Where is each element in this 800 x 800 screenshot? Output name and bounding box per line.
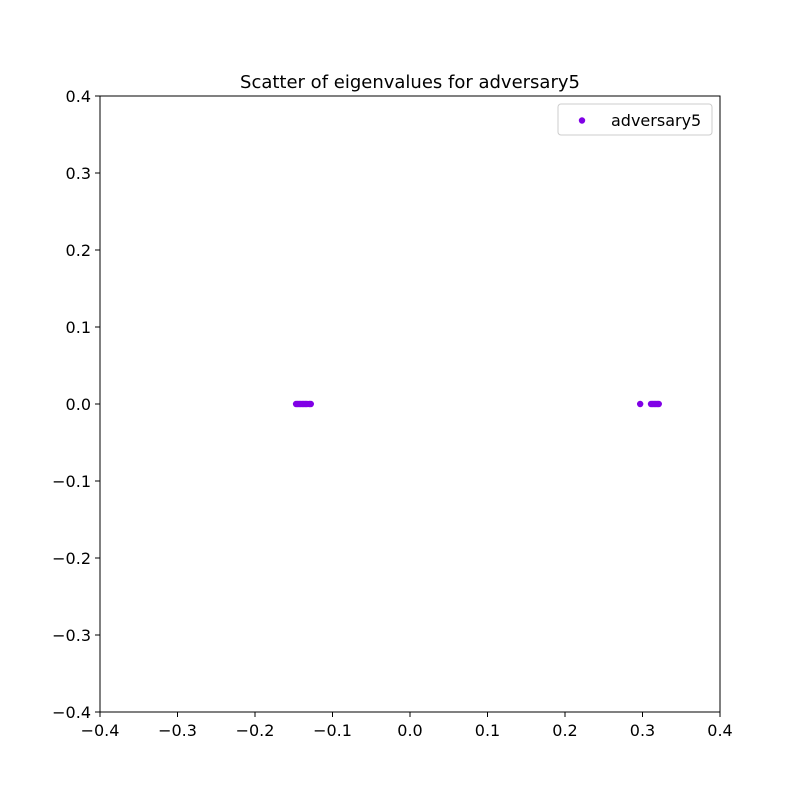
x-tick-label: 0.3 xyxy=(630,721,655,740)
y-tick-label: 0.1 xyxy=(66,318,91,337)
x-tick-label: −0.2 xyxy=(236,721,275,740)
chart-title: Scatter of eigenvalues for adversary5 xyxy=(240,72,580,93)
legend-label: adversary5 xyxy=(611,111,701,130)
x-tick-label: 0.2 xyxy=(552,721,577,740)
x-tick-label: −0.1 xyxy=(313,721,352,740)
plot-frame xyxy=(99,95,721,713)
scatter-point xyxy=(655,400,662,408)
x-tick-label: −0.3 xyxy=(158,721,197,740)
x-tick-label: 0.1 xyxy=(475,721,500,740)
scatter-point xyxy=(636,400,644,408)
y-tick-label: 0.4 xyxy=(66,87,91,106)
x-tick-label: 0.4 xyxy=(707,721,732,740)
y-tick-label: 0.0 xyxy=(66,395,91,414)
y-tick-label: −0.4 xyxy=(52,703,91,722)
x-tick-label: −0.4 xyxy=(81,721,120,740)
scatter-point xyxy=(307,400,314,408)
x-axis-ticks: −0.4 −0.3 −0.2 −0.1 0.0 0.1 0.2 0.3 0.4 xyxy=(81,712,733,740)
y-tick-label: −0.1 xyxy=(52,472,91,491)
y-axis-ticks: −0.4 −0.3 −0.2 −0.1 0.0 0.1 0.2 0.3 0.4 xyxy=(52,87,100,722)
legend: adversary5 xyxy=(557,103,713,136)
y-tick-label: −0.3 xyxy=(52,626,91,645)
legend-box xyxy=(557,103,713,136)
y-tick-label: 0.3 xyxy=(66,164,91,183)
x-tick-label: 0.0 xyxy=(397,721,422,740)
legend-marker xyxy=(578,117,586,124)
y-tick-label: −0.2 xyxy=(52,549,91,568)
y-tick-label: 0.2 xyxy=(66,241,91,260)
data-points xyxy=(292,400,662,408)
